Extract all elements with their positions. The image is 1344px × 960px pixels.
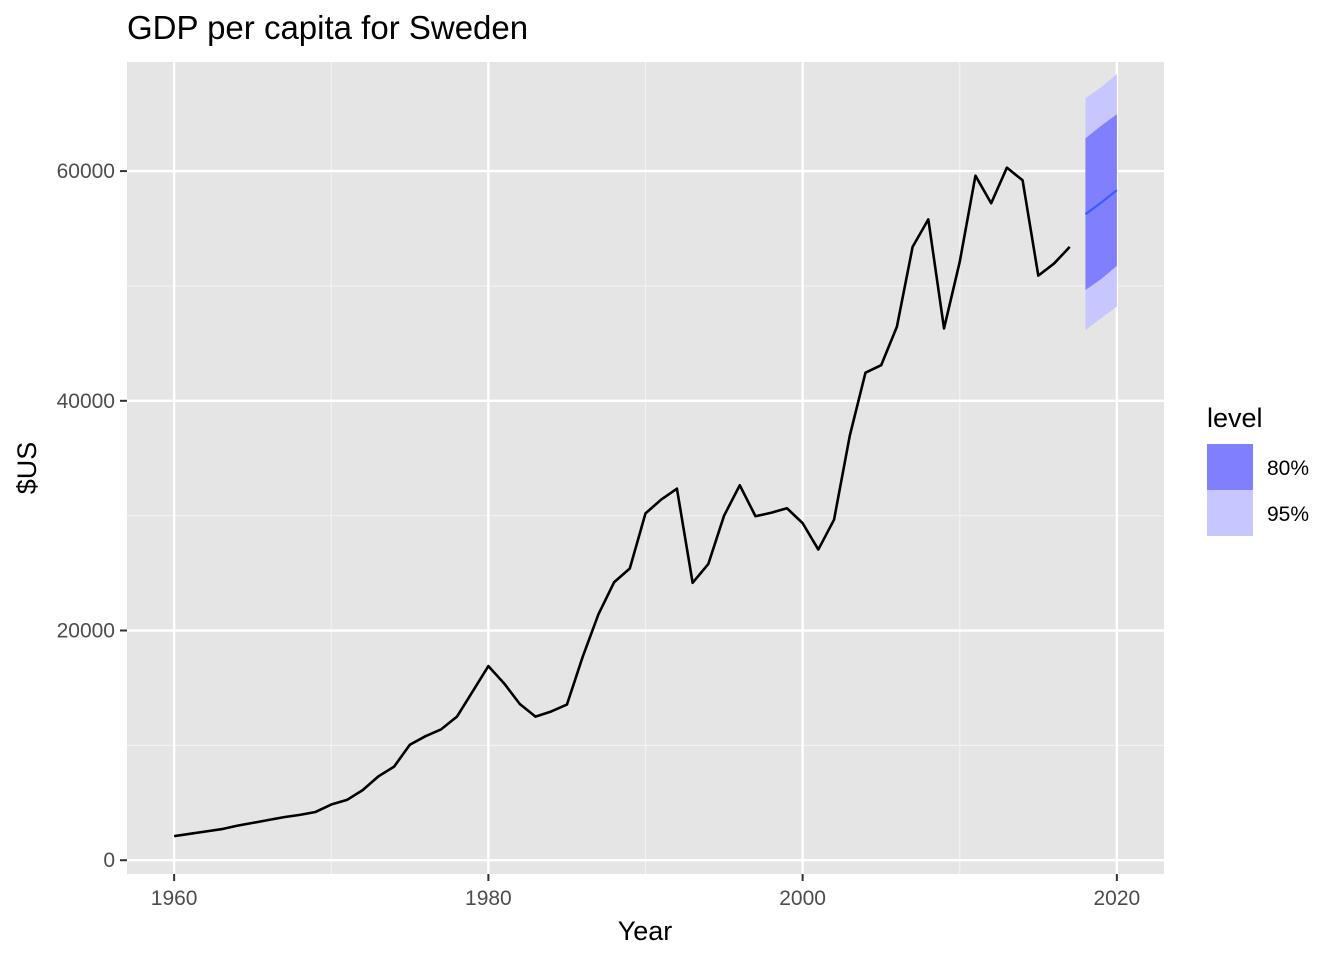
legend-key-95 xyxy=(1207,490,1253,536)
forecast-mean-line xyxy=(1084,189,1118,216)
x-axis-title: Year xyxy=(618,916,673,946)
y-tick-label: 20000 xyxy=(57,620,115,643)
x-axis: 1960 1980 2000 2020 xyxy=(151,874,1140,910)
legend-label-80: 80% xyxy=(1267,457,1309,480)
minor-gridlines xyxy=(127,62,1164,874)
forecast-mean xyxy=(1084,189,1118,216)
legend-label-95: 95% xyxy=(1267,503,1309,526)
x-tick-label: 2000 xyxy=(779,887,826,910)
y-tick-label: 0 xyxy=(103,849,115,872)
series-line xyxy=(173,166,1071,838)
major-gridlines xyxy=(127,62,1164,874)
y-tick-label: 40000 xyxy=(57,390,115,413)
legend-key-80 xyxy=(1207,444,1253,490)
x-tick-label: 1960 xyxy=(151,887,198,910)
data-series xyxy=(173,166,1071,838)
chart-title: GDP per capita for Sweden xyxy=(127,9,528,46)
y-tick-label: 60000 xyxy=(57,160,115,183)
legend-title: level xyxy=(1207,403,1263,433)
y-axis: 0 20000 40000 60000 xyxy=(57,160,127,872)
y-axis-title: $US xyxy=(12,442,42,495)
x-tick-label: 2020 xyxy=(1094,887,1141,910)
legend: level 80% 95% xyxy=(1207,403,1309,536)
x-tick-label: 1980 xyxy=(465,887,512,910)
